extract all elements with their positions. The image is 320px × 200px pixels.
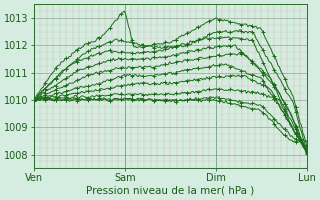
X-axis label: Pression niveau de la mer( hPa ): Pression niveau de la mer( hPa ) [86, 186, 254, 196]
